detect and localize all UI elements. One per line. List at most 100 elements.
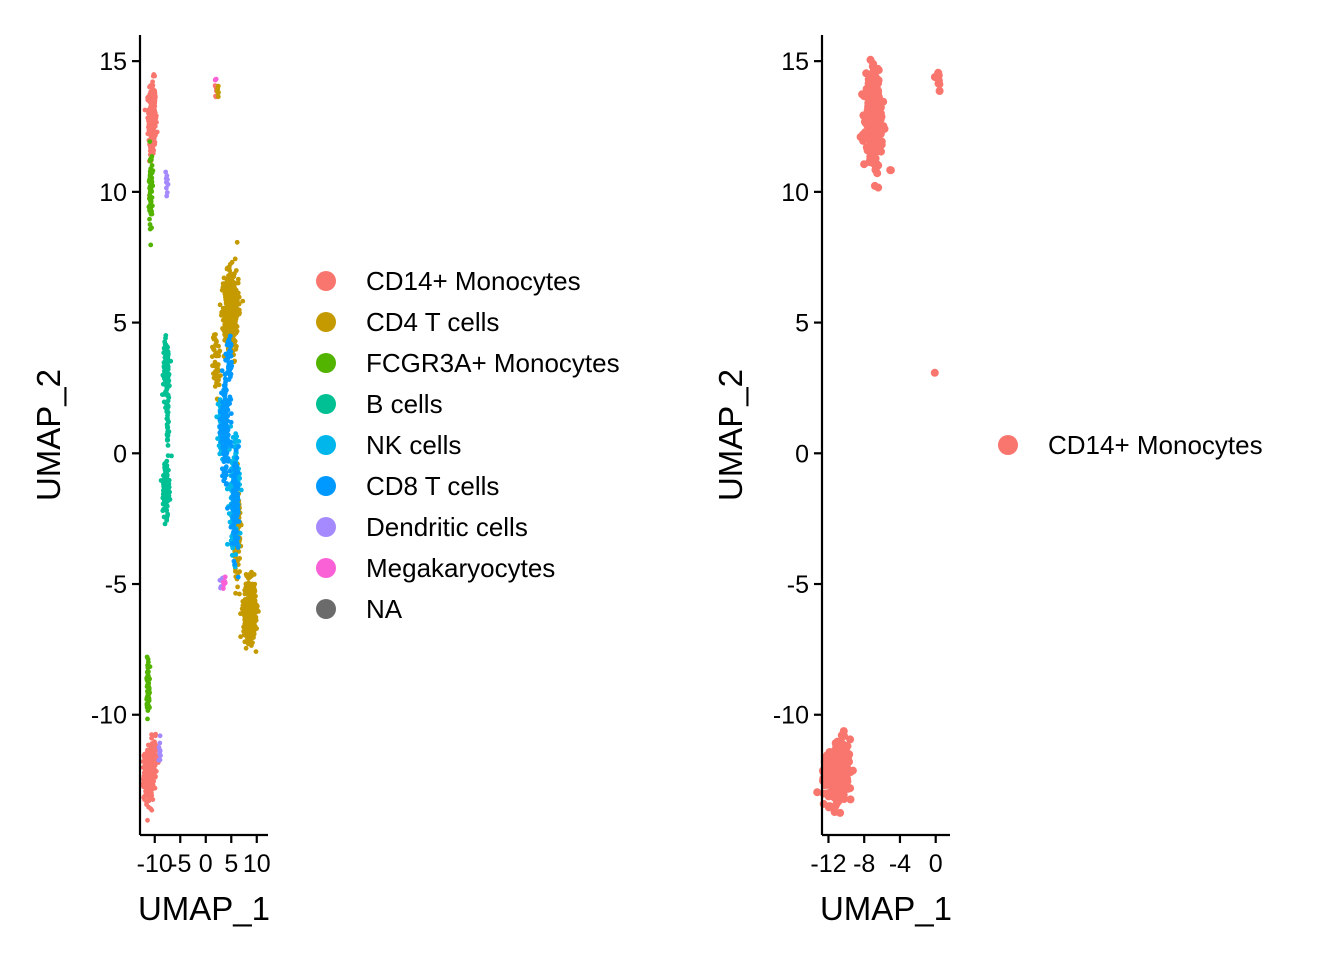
data-point [868, 62, 877, 71]
data-point [231, 322, 237, 328]
y-tick-label: 0 [795, 440, 809, 468]
data-point [225, 505, 230, 511]
data-point [870, 160, 879, 169]
data-point [214, 371, 219, 376]
data-point [225, 458, 231, 464]
data-point [874, 123, 883, 132]
data-point [231, 281, 236, 286]
data-point [219, 426, 225, 432]
legend-key [998, 435, 1018, 455]
data-point [828, 773, 837, 782]
umap-panel-right: -10 -5 0 5 10 15 -12 -8 -4 0 UMAP_1 UMAP_2 CD14+… [712, 35, 1263, 927]
data-point [149, 99, 155, 104]
data-point [831, 802, 840, 811]
x-tick-label: -8 [853, 850, 875, 878]
data-point [141, 795, 147, 800]
data-point [165, 453, 171, 458]
scatter-points-right [813, 55, 944, 817]
data-point [150, 79, 156, 85]
data-point [886, 166, 895, 175]
legend-label: Megakaryocytes [366, 553, 555, 583]
data-point [160, 392, 165, 397]
data-point [147, 169, 153, 174]
data-point [235, 276, 241, 282]
data-point [152, 758, 158, 764]
data-point [868, 89, 877, 98]
legend-key [316, 271, 336, 291]
data-point [164, 365, 170, 370]
data-point [252, 627, 257, 633]
x-tick-label: 10 [243, 850, 271, 878]
data-point [232, 474, 237, 480]
legend-label: Dendritic cells [366, 512, 528, 542]
data-point [233, 510, 239, 516]
data-point [164, 469, 170, 474]
data-point [148, 242, 154, 248]
data-point [240, 298, 246, 304]
y-ticks-right: -10 -5 0 5 10 15 [773, 48, 822, 730]
data-point [229, 541, 235, 546]
data-point [845, 750, 854, 759]
y-tick-label: 10 [781, 179, 809, 207]
data-point [225, 433, 231, 439]
data-point [210, 344, 215, 350]
data-point [934, 68, 943, 77]
legend-key [316, 353, 336, 373]
data-point [232, 256, 238, 262]
data-point [874, 183, 883, 192]
data-point [237, 591, 242, 597]
data-point [162, 521, 168, 527]
data-point [164, 496, 170, 502]
data-point [151, 123, 157, 129]
legend-key [316, 394, 336, 414]
data-point [222, 579, 228, 584]
data-point [162, 339, 168, 345]
data-point [236, 439, 242, 444]
data-point [875, 101, 884, 110]
data-point [245, 610, 251, 616]
data-point [224, 357, 230, 363]
data-point [238, 611, 243, 617]
data-point [247, 625, 252, 631]
data-point [222, 475, 228, 481]
data-point [848, 766, 857, 775]
data-point [249, 643, 254, 648]
data-point [245, 638, 251, 644]
data-point [144, 752, 150, 757]
data-point [220, 442, 226, 448]
data-point [232, 527, 238, 533]
legend-label: NK cells [366, 430, 461, 460]
data-point [228, 349, 234, 355]
data-point [161, 478, 167, 484]
data-point [164, 508, 170, 513]
data-point [223, 464, 229, 470]
data-point [234, 434, 240, 439]
data-point [146, 685, 152, 691]
data-point [151, 94, 157, 100]
data-point [229, 259, 235, 265]
data-point [213, 77, 218, 82]
data-point [234, 343, 239, 349]
data-point [148, 187, 154, 192]
legend-label: B cells [366, 389, 443, 419]
data-point [149, 732, 155, 737]
data-point [233, 310, 239, 316]
data-point [228, 271, 234, 277]
data-point [837, 782, 846, 791]
data-point [164, 407, 170, 412]
data-point [225, 339, 231, 345]
data-point [231, 506, 237, 511]
data-point [211, 336, 217, 342]
data-point [163, 353, 169, 359]
data-point [146, 124, 151, 130]
legend-key [316, 435, 336, 455]
data-point [162, 461, 168, 466]
data-point [153, 731, 159, 737]
data-point [222, 382, 228, 388]
data-point [146, 696, 152, 701]
data-point [235, 302, 241, 307]
data-point [240, 607, 246, 613]
data-point [219, 368, 225, 374]
data-point [215, 367, 221, 372]
